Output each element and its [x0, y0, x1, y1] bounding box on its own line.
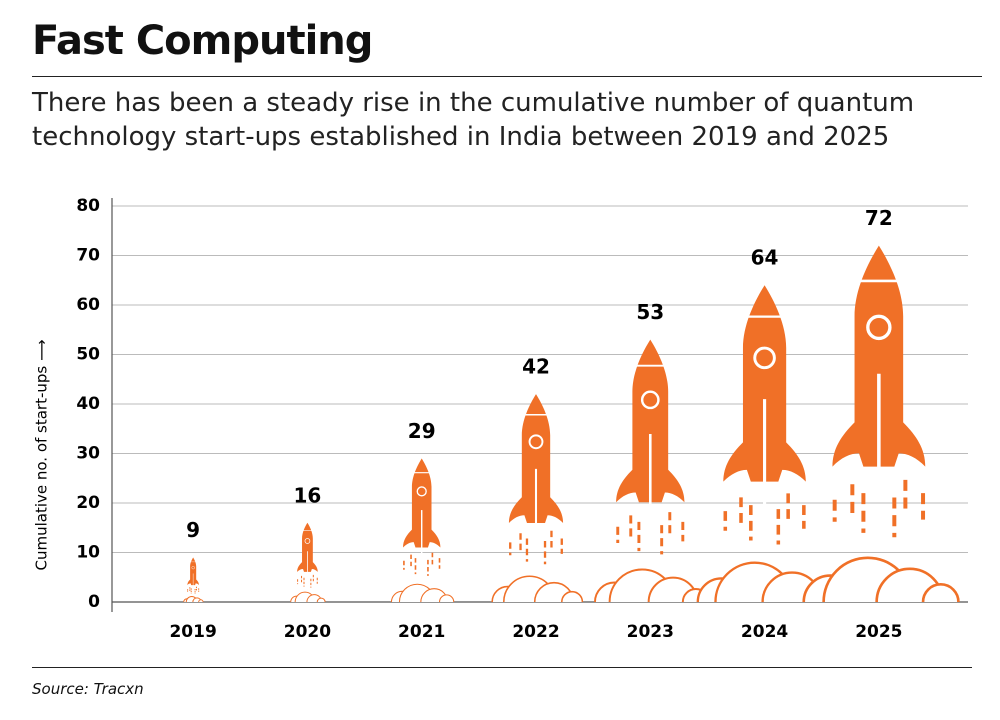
- x-tick-label: 2021: [398, 622, 445, 642]
- y-tick-label: 10: [76, 543, 100, 563]
- x-tick-label: 2024: [741, 622, 788, 642]
- rocket: [187, 557, 199, 590]
- cloud: [594, 568, 710, 603]
- rocket-body: [403, 458, 441, 548]
- cloud-puff: [316, 597, 326, 603]
- cloud-puff: [438, 594, 455, 603]
- y-tick-label: 60: [76, 295, 100, 315]
- rocket-body: [187, 557, 199, 586]
- x-tick-label: 2023: [627, 622, 674, 642]
- cloud-puff: [561, 591, 584, 603]
- x-tick-label: 2022: [512, 622, 559, 642]
- x-tick-label: 2019: [169, 622, 216, 642]
- rocket-body: [508, 394, 564, 523]
- rocket-window: [640, 390, 660, 410]
- rocket-body: [832, 245, 926, 467]
- y-tick-label: 0: [88, 592, 100, 612]
- rocket-window: [528, 434, 544, 450]
- cloud: [290, 591, 326, 603]
- value-label: 16: [294, 483, 322, 507]
- rocket: [723, 285, 806, 512]
- cloud: [802, 556, 960, 603]
- rocket-body: [723, 285, 806, 482]
- rocket-window: [416, 486, 427, 497]
- chart-title: Fast Computing: [32, 18, 373, 64]
- cloud: [183, 596, 204, 603]
- rocket-window: [191, 566, 195, 570]
- y-tick-label: 50: [76, 345, 100, 365]
- rocket-body: [616, 339, 685, 503]
- y-tick-label: 30: [76, 444, 100, 464]
- cloud: [390, 583, 455, 603]
- cloud-puff: [198, 599, 204, 603]
- value-label: 53: [636, 300, 664, 324]
- value-label: 9: [186, 518, 200, 542]
- chart-subtitle: There has been a steady rise in the cumu…: [32, 88, 915, 152]
- x-tick-label: 2025: [855, 622, 902, 642]
- value-label: 29: [408, 419, 436, 443]
- rule: [32, 667, 972, 668]
- rule: [32, 76, 982, 77]
- rocket-window: [866, 314, 892, 341]
- rocket-window: [753, 346, 776, 370]
- source: Source: Tracxn: [32, 680, 144, 698]
- cloud-puff: [921, 583, 960, 603]
- value-label: 42: [522, 355, 550, 379]
- rocket: [297, 522, 318, 580]
- y-axis-label: Cumulative no. of start-ups ⟶: [33, 339, 51, 570]
- x-tick-label: 2020: [284, 622, 331, 642]
- rocket: [403, 458, 441, 561]
- y-tick-label: 70: [76, 246, 100, 266]
- value-label: 72: [865, 206, 893, 230]
- rocket-window: [304, 538, 311, 544]
- value-label: 64: [751, 246, 779, 270]
- y-tick-label: 80: [76, 196, 100, 216]
- cloud: [491, 575, 584, 603]
- y-tick-label: 40: [76, 394, 100, 414]
- rocket: [616, 339, 685, 527]
- rocket: [832, 245, 926, 500]
- y-tick-label: 20: [76, 493, 100, 513]
- rocket-body: [297, 522, 318, 572]
- rocket: [508, 394, 564, 543]
- chart: Cumulative no. of start-ups ⟶ 0 10 20 30 40 5…: [33, 196, 968, 642]
